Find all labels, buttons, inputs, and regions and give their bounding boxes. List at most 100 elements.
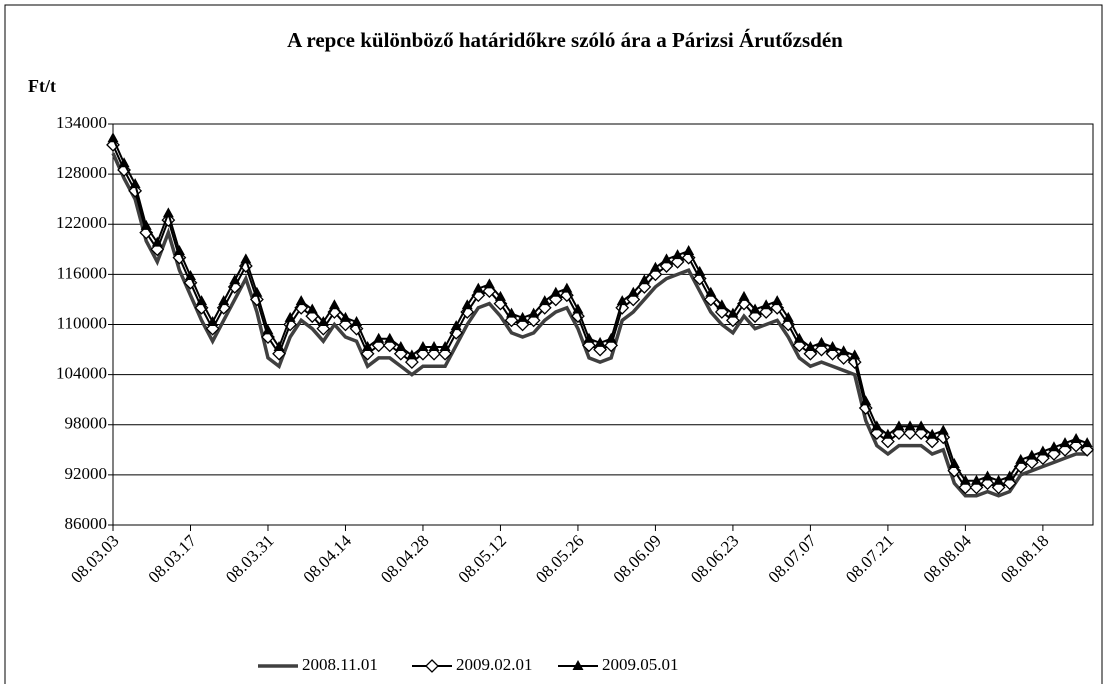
- point: [316, 321, 331, 336]
- point: [449, 325, 464, 340]
- point: [472, 282, 484, 293]
- plot-area: [112, 123, 1094, 526]
- point: [893, 420, 905, 431]
- point: [959, 474, 971, 485]
- point: [672, 249, 684, 260]
- point: [627, 286, 639, 297]
- point: [827, 341, 839, 352]
- point: [982, 470, 994, 481]
- point: [869, 426, 884, 441]
- point: [815, 336, 827, 347]
- point: [604, 338, 619, 353]
- point: [295, 295, 307, 306]
- legend-label: 2009.05.01: [602, 655, 679, 674]
- point: [1015, 453, 1027, 464]
- point: [107, 132, 119, 143]
- y-tick-label: 116000: [57, 263, 107, 282]
- point: [694, 265, 706, 276]
- point: [582, 338, 596, 353]
- point: [760, 299, 772, 310]
- point: [373, 332, 385, 343]
- point: [1002, 476, 1017, 491]
- point: [528, 307, 540, 318]
- point: [958, 480, 973, 495]
- point: [849, 349, 861, 360]
- point: [106, 137, 120, 152]
- y-tick-label: 86000: [65, 514, 108, 533]
- point: [395, 341, 407, 352]
- point: [428, 341, 440, 352]
- point: [118, 157, 130, 168]
- point: [804, 341, 816, 352]
- point: [1037, 445, 1049, 456]
- y-tick-label: 104000: [56, 364, 107, 383]
- point: [1004, 470, 1016, 481]
- point: [638, 274, 650, 285]
- point: [273, 341, 285, 352]
- point: [605, 332, 617, 343]
- legend-marker: [572, 660, 584, 670]
- point: [683, 244, 695, 255]
- point: [903, 426, 917, 441]
- point: [793, 332, 805, 343]
- chart-frame: [4, 4, 1103, 684]
- point: [483, 278, 495, 289]
- point: [937, 424, 949, 435]
- point: [240, 253, 252, 264]
- point: [882, 428, 894, 439]
- point: [328, 299, 340, 310]
- point: [207, 315, 219, 326]
- point: [705, 286, 717, 297]
- point: [838, 345, 850, 356]
- point: [860, 395, 872, 406]
- point: [417, 341, 429, 352]
- point: [1026, 449, 1038, 460]
- point: [925, 434, 940, 449]
- point: [1048, 441, 1060, 452]
- point: [738, 290, 750, 301]
- point: [792, 338, 807, 353]
- y-tick-label: 128000: [56, 163, 107, 182]
- point: [572, 303, 584, 314]
- point: [162, 207, 174, 218]
- point: [771, 295, 783, 306]
- point: [948, 458, 960, 469]
- point: [494, 290, 506, 301]
- point: [284, 311, 296, 322]
- y-tick-label: 134000: [56, 113, 107, 132]
- y-tick-label: 110000: [57, 313, 107, 332]
- point: [661, 253, 672, 264]
- y-tick-label: 92000: [65, 464, 108, 483]
- point: [362, 341, 374, 352]
- point: [371, 338, 386, 353]
- point: [517, 311, 529, 322]
- point: [993, 474, 1005, 485]
- point: [550, 286, 562, 297]
- point: [969, 480, 984, 495]
- point: [782, 311, 794, 322]
- legend-label: 2009.02.01: [456, 655, 533, 674]
- point: [262, 324, 274, 335]
- point: [871, 420, 883, 431]
- point: [892, 426, 906, 441]
- point: [317, 315, 329, 326]
- point: [1081, 437, 1093, 448]
- point: [351, 315, 363, 326]
- point: [339, 311, 351, 322]
- point: [1059, 437, 1071, 448]
- point: [561, 282, 573, 293]
- point: [692, 271, 707, 286]
- legend-label: 2008.11.01: [302, 655, 378, 674]
- point: [539, 295, 551, 306]
- point: [196, 295, 208, 306]
- point: [349, 321, 364, 336]
- point: [880, 434, 895, 449]
- point: [251, 286, 263, 297]
- point: [461, 299, 473, 310]
- point: [183, 275, 198, 290]
- series-line: [111, 152, 1088, 498]
- point: [749, 303, 761, 314]
- point: [406, 349, 418, 360]
- point: [915, 420, 927, 431]
- point: [218, 295, 230, 306]
